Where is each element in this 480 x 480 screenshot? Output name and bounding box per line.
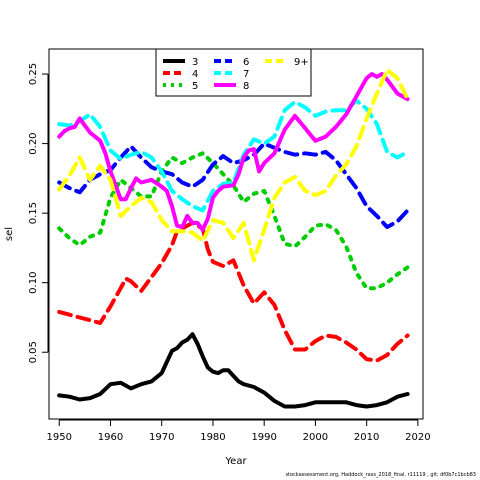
legend: 345 678 9+	[155, 48, 312, 97]
series-line-8	[57, 72, 410, 232]
series-line-9plus	[57, 67, 410, 263]
series-line-4	[57, 220, 410, 363]
x-axis: 1950 1960 1970 1980 1990 2000 2010 2020	[47, 419, 431, 443]
y-tick-label: 0.25	[28, 63, 39, 85]
footer-credit: stockassessment.org, Haddock_rass_2018_f…	[285, 472, 476, 478]
x-tick-label: 1960	[98, 432, 123, 443]
x-tick-label: 1970	[149, 432, 174, 443]
legend-label-8: 8	[243, 81, 249, 92]
series-layer	[57, 67, 410, 409]
legend-label-7: 7	[243, 69, 249, 80]
y-tick-label: 0.05	[28, 341, 39, 363]
x-tick-label: 1980	[200, 432, 225, 443]
y-axis-title: sel	[4, 227, 15, 241]
series-line-6	[57, 141, 410, 229]
y-tick-label: 0.15	[28, 202, 39, 224]
plot-frame	[48, 48, 424, 420]
y-tick-label: 0.20	[28, 132, 39, 154]
legend-label-3: 3	[192, 57, 198, 68]
y-tick-label: 0.10	[28, 272, 39, 294]
x-tick-label: 2000	[303, 432, 328, 443]
legend-label-9plus: 9+	[294, 57, 309, 68]
x-tick-label: 2020	[405, 432, 430, 443]
x-tick-label: 1950	[47, 432, 72, 443]
legend-label-4: 4	[192, 69, 198, 80]
legend-label-5: 5	[192, 81, 198, 92]
legend-box	[155, 48, 312, 97]
series-line-3	[57, 332, 410, 409]
legend-label-6: 6	[243, 57, 249, 68]
y-axis: 0.05 0.10 0.15 0.20 0.25	[28, 63, 49, 363]
x-tick-label: 1990	[251, 432, 276, 443]
x-axis-title: Year	[224, 456, 247, 467]
x-tick-label: 2010	[354, 432, 379, 443]
